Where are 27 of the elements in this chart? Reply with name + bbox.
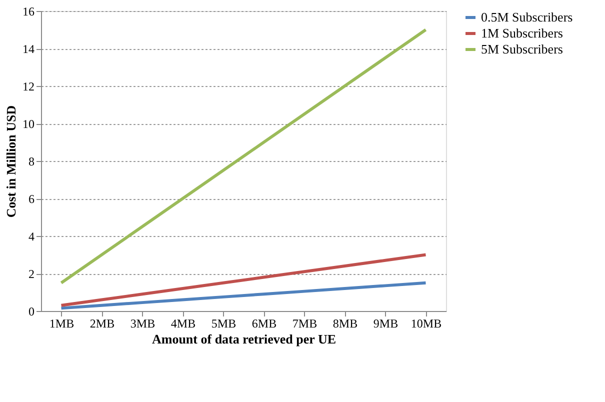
x-tick-label: 6MB <box>252 316 277 330</box>
x-tick-label: 2MB <box>90 316 115 330</box>
y-tick-label: 2 <box>28 267 34 281</box>
x-tick-label: 10MB <box>410 316 442 330</box>
legend-label: 1M Subscribers <box>481 26 563 40</box>
y-tick-label: 0 <box>28 304 34 318</box>
x-tick-label: 1MB <box>49 316 74 330</box>
x-tick-label: 4MB <box>170 316 196 330</box>
line-series <box>60 253 428 307</box>
y-tick-label: 16 <box>22 4 34 18</box>
y-tick-label: 6 <box>28 192 34 206</box>
legend-label: 0.5M Subscribers <box>481 10 573 24</box>
legend-label: 5M Subscribers <box>481 42 563 56</box>
y-tick-label: 10 <box>22 117 34 131</box>
y-tick-label: 12 <box>22 80 34 94</box>
x-axis-title: Amount of data retrieved per UE <box>152 332 336 346</box>
line-series <box>60 281 428 310</box>
x-tick-label: 8MB <box>332 316 358 330</box>
x-tick-label: 9MB <box>373 316 398 330</box>
line-series <box>60 28 428 284</box>
y-axis-title: Cost in Million USD <box>4 105 18 218</box>
y-tick-label: 8 <box>28 154 34 168</box>
x-tick-label: 3MB <box>130 316 156 330</box>
y-tick-label: 14 <box>22 42 34 56</box>
y-tick-label: 4 <box>28 230 34 244</box>
x-tick-label: 7MB <box>292 316 318 330</box>
x-tick-label: 5MB <box>211 316 236 330</box>
